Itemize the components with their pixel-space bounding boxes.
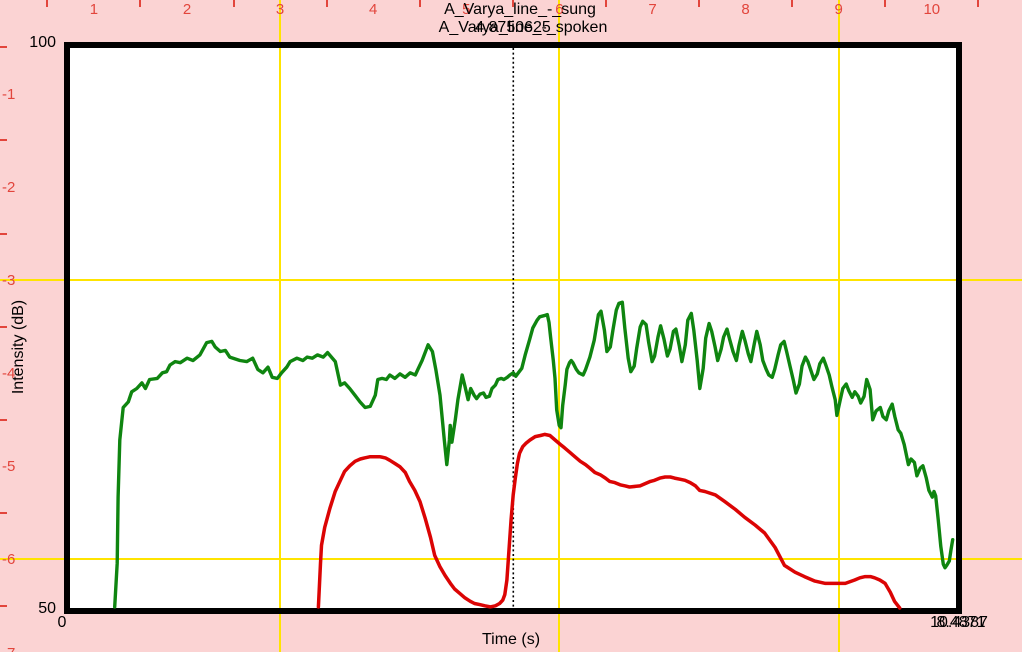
cursor-time-value: 4.8750625	[475, 19, 551, 36]
y-axis-min-label: 50	[38, 600, 56, 617]
left-ruler-number: -5	[2, 458, 16, 476]
x-axis-max-label-spoken: 8.4871	[936, 614, 986, 631]
x-axis-max-label-sung: 10.4387	[930, 614, 988, 631]
left-ruler-number: -7	[2, 645, 15, 652]
gridline-horizontal	[0, 279, 1022, 282]
left-ruler-half-tick	[0, 604, 7, 607]
top-ruler-number: 10	[923, 1, 941, 18]
left-ruler-half-tick	[0, 511, 7, 514]
x-axis-title: Time (s)	[481, 631, 541, 648]
left-ruler-half-tick	[0, 139, 7, 142]
top-ruler-number: 8	[741, 1, 750, 18]
left-ruler-half-tick	[0, 46, 7, 49]
top-ruler-number: 7	[648, 1, 657, 18]
chart-title-spoken: A_Varya_line_-_spoken	[438, 19, 608, 36]
top-ruler-half-tick	[698, 0, 701, 7]
top-ruler-half-tick	[604, 0, 607, 7]
top-ruler-half-tick	[791, 0, 794, 7]
left-ruler-half-tick	[0, 325, 7, 328]
top-ruler-half-tick	[232, 0, 235, 7]
top-ruler-number: 4	[369, 1, 378, 18]
top-ruler-half-tick	[139, 0, 142, 7]
left-ruler-number: -6	[2, 551, 16, 569]
left-ruler-half-tick	[0, 232, 7, 235]
top-ruler-half-tick	[325, 0, 328, 7]
y-axis-title: Intensity (dB)	[10, 299, 27, 395]
top-ruler-half-tick	[511, 0, 514, 7]
top-ruler-half-tick	[46, 0, 49, 7]
top-ruler-half-tick	[977, 0, 980, 7]
left-ruler-number: -1	[2, 85, 16, 103]
left-ruler-number: -2	[2, 179, 16, 196]
x-axis-min-label: 0	[57, 614, 67, 631]
top-ruler-number: 9	[834, 1, 843, 18]
top-ruler-number: 2	[182, 1, 192, 18]
left-ruler-number: -3	[2, 272, 16, 290]
left-ruler-number: -4	[2, 365, 16, 383]
plot-frame	[64, 42, 962, 614]
chart-title-sung: A_Varya_line_-_sung	[444, 1, 596, 18]
left-ruler-half-tick	[0, 418, 7, 421]
top-ruler-number: 3	[275, 1, 285, 18]
top-ruler-half-tick	[418, 0, 421, 7]
top-ruler-number: 1	[89, 1, 99, 18]
y-axis-max-label: 100	[29, 34, 56, 51]
top-ruler-half-tick	[884, 0, 887, 7]
top-ruler-number: 6	[555, 1, 564, 18]
top-ruler-number: 5	[462, 1, 471, 18]
